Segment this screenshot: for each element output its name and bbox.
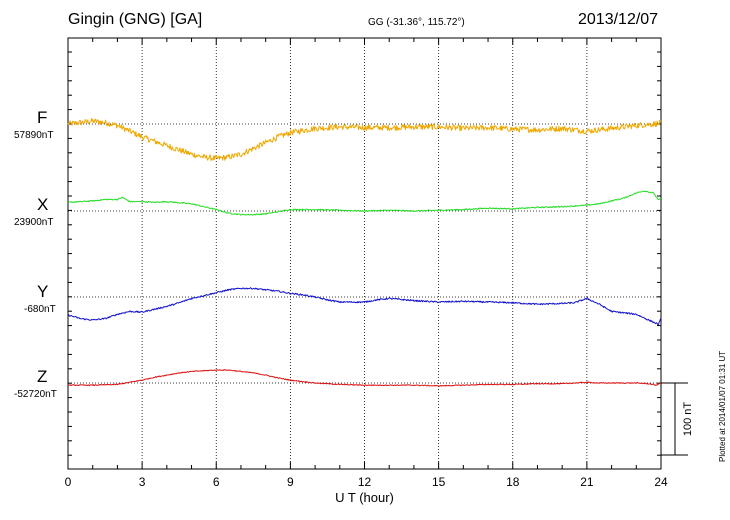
x-tick-label: 18 xyxy=(506,475,520,489)
series-line-y xyxy=(67,287,662,326)
x-tick-label: 24 xyxy=(654,475,668,489)
x-tick-label: 0 xyxy=(65,475,72,489)
station-coordinates: GG (-31.36°, 115.72°) xyxy=(368,17,465,28)
x-tick-label: 21 xyxy=(580,475,594,489)
x-tick-label: 15 xyxy=(432,475,446,489)
x-tick-label: 6 xyxy=(213,475,220,489)
component-label-f: F xyxy=(37,108,48,127)
x-tick-label: 12 xyxy=(358,475,372,489)
component-label-y: Y xyxy=(37,282,49,301)
series-line-z xyxy=(67,369,661,387)
baseline-value-y: -680nT xyxy=(24,304,56,315)
series-line-f xyxy=(67,118,662,162)
scale-bar-label: 100 nT xyxy=(682,402,694,437)
component-label-x: X xyxy=(37,195,49,214)
baseline-value-f: 57890nT xyxy=(14,130,54,141)
station-title: Gingin (GNG) [GA] xyxy=(68,11,203,28)
component-label-z: Z xyxy=(37,367,48,386)
x-tick-label: 3 xyxy=(139,475,146,489)
plot-date: 2013/12/07 xyxy=(578,11,659,28)
baseline-value-z: -52720nT xyxy=(14,389,57,400)
baseline-value-x: 23900nT xyxy=(14,217,54,228)
x-tick-label: 9 xyxy=(287,475,294,489)
x-axis-label: U T (hour) xyxy=(335,490,394,505)
series-line-x xyxy=(67,190,662,216)
